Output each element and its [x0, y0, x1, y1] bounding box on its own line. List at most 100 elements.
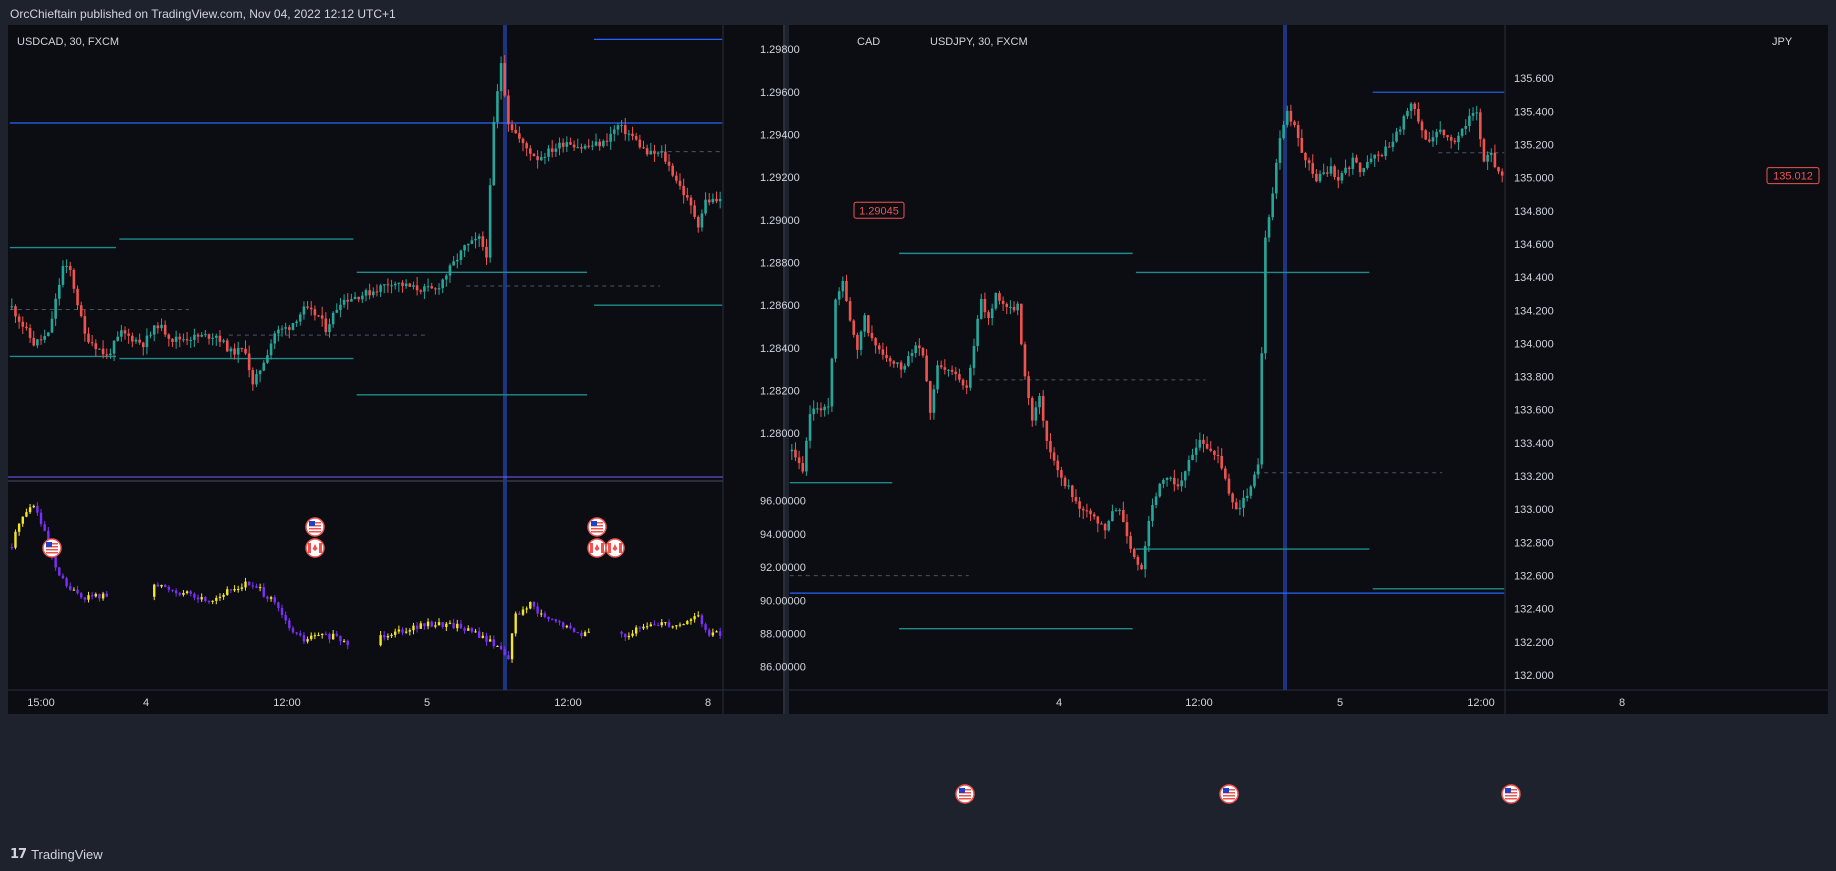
- usdcad-candle-body: [627, 133, 631, 135]
- usdcad-candle-body: [266, 355, 269, 363]
- oscillator-bar: [551, 619, 554, 621]
- usdjpy-candle-body: [1231, 493, 1234, 503]
- usdcad-candle-body: [182, 339, 185, 341]
- usdcad-candle-body: [131, 335, 134, 342]
- oscillator-bar: [211, 600, 214, 602]
- usdcad-candle-body: [587, 145, 591, 147]
- usdcad-candle-body: [499, 63, 503, 92]
- oscillator-bar: [467, 628, 470, 631]
- usdcad-candle-body: [277, 329, 280, 334]
- canada-flag-icon: [587, 538, 607, 558]
- us-flag-icon-ring: [42, 538, 62, 558]
- usdcad-candle-body: [481, 236, 485, 247]
- canada-flag-icon-band-right: [601, 543, 604, 553]
- oscillator-bar: [708, 629, 711, 636]
- usdjpy-y-tick: 132.600: [1514, 571, 1554, 583]
- oscillator-bar: [693, 616, 696, 620]
- usdcad-candle-body: [412, 285, 415, 287]
- oscillator-bar: [17, 523, 21, 532]
- usdjpy-pane[interactable]: [789, 25, 1828, 714]
- usdcad-candle-body: [25, 326, 28, 329]
- usdcad-candle-body: [233, 348, 236, 355]
- usdcad-candle-body: [488, 185, 492, 258]
- usdjpy-y-tick: 135.400: [1514, 106, 1554, 118]
- usdjpy-candle-body: [1074, 497, 1078, 502]
- usdjpy-candle-body: [896, 362, 899, 364]
- usdcad-candle-body: [269, 343, 273, 356]
- usdcad-candle-body: [273, 333, 277, 344]
- oscillator-bar: [697, 615, 700, 617]
- usdcad-candle-body: [28, 328, 32, 338]
- usdcad-x-tick: 5: [424, 697, 430, 709]
- oscillator-bar: [269, 597, 273, 599]
- oscillator-bar: [299, 633, 302, 636]
- usdjpy-candle-body: [1267, 217, 1271, 238]
- us-flag-icon-stripe: [591, 531, 603, 533]
- usdjpy-candle-body: [877, 345, 881, 350]
- usdjpy-candle-body: [1438, 129, 1442, 132]
- usdcad-pane[interactable]: [8, 25, 783, 714]
- usdjpy-candle-body: [1355, 157, 1358, 163]
- usdcad-candle-body: [561, 142, 565, 147]
- usdcad-candle-body: [536, 156, 539, 161]
- usdcad-candle-body: [550, 148, 554, 152]
- usdcad-x-tick: 12:00: [554, 697, 582, 709]
- usdjpy-candle-body: [823, 406, 826, 411]
- usdjpy-candle-body: [1296, 125, 1300, 138]
- oscillator-bar: [178, 593, 181, 595]
- usdcad-candle-body: [189, 339, 193, 341]
- usdcad-candle-body: [368, 290, 371, 296]
- usdjpy-candle-body: [1300, 137, 1304, 153]
- oscillator-bar: [218, 596, 222, 598]
- usdjpy-candle-body: [1092, 514, 1096, 517]
- canada-flag-icon-band-right: [319, 543, 322, 553]
- usdjpy-candle-body: [1322, 172, 1325, 174]
- usdjpy-candle-body: [969, 367, 972, 388]
- usdjpy-candle-body: [819, 408, 823, 411]
- oscillator-bar: [251, 585, 255, 587]
- oscillator-bar: [306, 639, 309, 642]
- tradingview-logo[interactable]: 17 TradingView: [10, 847, 103, 862]
- usdjpy-candle-body: [958, 374, 961, 380]
- usdcad-candle-body: [54, 298, 57, 319]
- usdjpy-candle-body: [1027, 376, 1030, 399]
- oscillator-bar: [288, 620, 291, 629]
- usdcad-candle-body: [112, 340, 116, 354]
- us-flag-icon-stripe: [1505, 798, 1517, 800]
- oscillator-bar: [156, 584, 160, 587]
- usdjpy-candle-body: [834, 299, 837, 359]
- usdjpy-candle-body: [1333, 166, 1336, 178]
- usdcad-candle-body: [76, 288, 79, 306]
- usdjpy-candle-body: [1413, 103, 1417, 109]
- usdcad-candle-body: [68, 265, 72, 270]
- oscillator-bar: [222, 594, 225, 597]
- oscillator-bar: [295, 632, 298, 634]
- usdjpy-candle-body: [1238, 507, 1242, 510]
- usdjpy-candle-body: [1315, 173, 1318, 182]
- oscillator-bar: [554, 619, 558, 622]
- usdjpy-candle-body: [881, 349, 885, 355]
- oscillator-bar: [171, 589, 174, 591]
- usdjpy-candle-body: [801, 463, 805, 472]
- usdjpy-x-tick: 8: [1619, 697, 1625, 709]
- oscillator-bar: [335, 633, 338, 636]
- usdjpy-candle-body: [1162, 479, 1165, 484]
- usdcad-candle-body: [288, 327, 291, 330]
- usdcad-candle-body: [477, 236, 481, 239]
- usdcad-candle-body: [65, 265, 68, 267]
- usdcad-candle-body: [324, 318, 328, 333]
- usdjpy-x-tick: 12:00: [1467, 697, 1495, 709]
- oscillator-bar: [423, 623, 426, 627]
- usdcad-y-tick: 1.28000: [760, 428, 800, 440]
- usdcad-candle-body: [594, 141, 598, 146]
- usdjpy-candle-body: [1409, 103, 1413, 111]
- oscillator-bar: [434, 625, 437, 627]
- usdcad-candle-body: [90, 342, 94, 344]
- usdjpy-candle-body: [903, 365, 907, 370]
- usdjpy-candle-body: [1435, 131, 1438, 138]
- usdjpy-candle-body: [1398, 129, 1402, 132]
- usdcad-candle-body: [711, 198, 715, 203]
- usdjpy-candle-body: [1464, 126, 1468, 129]
- usdcad-candle-body: [320, 315, 324, 319]
